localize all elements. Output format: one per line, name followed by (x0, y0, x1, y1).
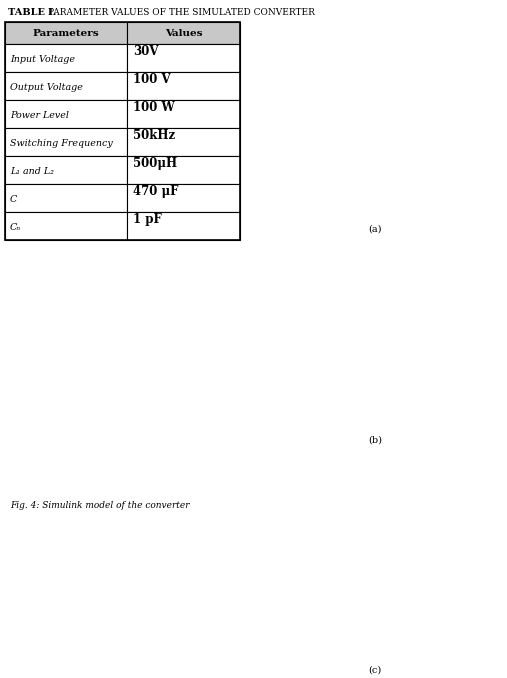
Bar (5, 212, 127, 240)
Bar (5, 100, 127, 128)
Text: Switching Frequency: Switching Frequency (10, 139, 113, 148)
Text: Parameters: Parameters (33, 28, 99, 37)
Text: 500μH: 500μH (133, 157, 177, 170)
Text: (a): (a) (369, 225, 382, 234)
Bar (5, 72, 127, 100)
Bar (127, 22, 240, 44)
Bar (127, 156, 240, 184)
Bar (248, 224, 502, 427)
Text: 100 V: 100 V (133, 73, 171, 86)
Bar (5, 22, 127, 44)
Bar (0, 258, 243, 495)
Bar (5, 22, 240, 240)
Text: 470 μF: 470 μF (133, 185, 178, 199)
Bar (248, 434, 502, 658)
Text: 1 pF: 1 pF (133, 214, 162, 226)
Bar (127, 100, 240, 128)
Bar (5, 44, 127, 72)
Bar (127, 212, 240, 240)
Text: Fig. 4: Simulink model of the converter: Fig. 4: Simulink model of the converter (10, 501, 190, 510)
Text: Power Level: Power Level (10, 111, 69, 120)
Text: Values: Values (165, 28, 202, 37)
Text: L₁ and L₂: L₁ and L₂ (10, 167, 54, 176)
Bar (5, 128, 127, 156)
Bar (127, 128, 240, 156)
Text: 100 W: 100 W (133, 101, 175, 115)
Text: (c): (c) (369, 666, 382, 675)
Bar (127, 72, 240, 100)
Text: TABLE I.: TABLE I. (8, 8, 56, 17)
Bar (127, 44, 240, 72)
Bar (127, 184, 240, 212)
Bar (5, 156, 127, 184)
Text: (b): (b) (368, 435, 382, 444)
Bar (248, 14, 502, 217)
Bar (5, 184, 127, 212)
Text: 50kHz: 50kHz (133, 129, 175, 142)
Text: Cₙ: Cₙ (10, 223, 21, 232)
Text: PARAMETER VALUES OF THE SIMULATED CONVERTER: PARAMETER VALUES OF THE SIMULATED CONVER… (48, 8, 315, 17)
Text: C: C (10, 195, 17, 204)
Text: 30V: 30V (133, 45, 159, 58)
Text: Output Voltage: Output Voltage (10, 83, 83, 92)
Text: Input Voltage: Input Voltage (10, 55, 75, 64)
